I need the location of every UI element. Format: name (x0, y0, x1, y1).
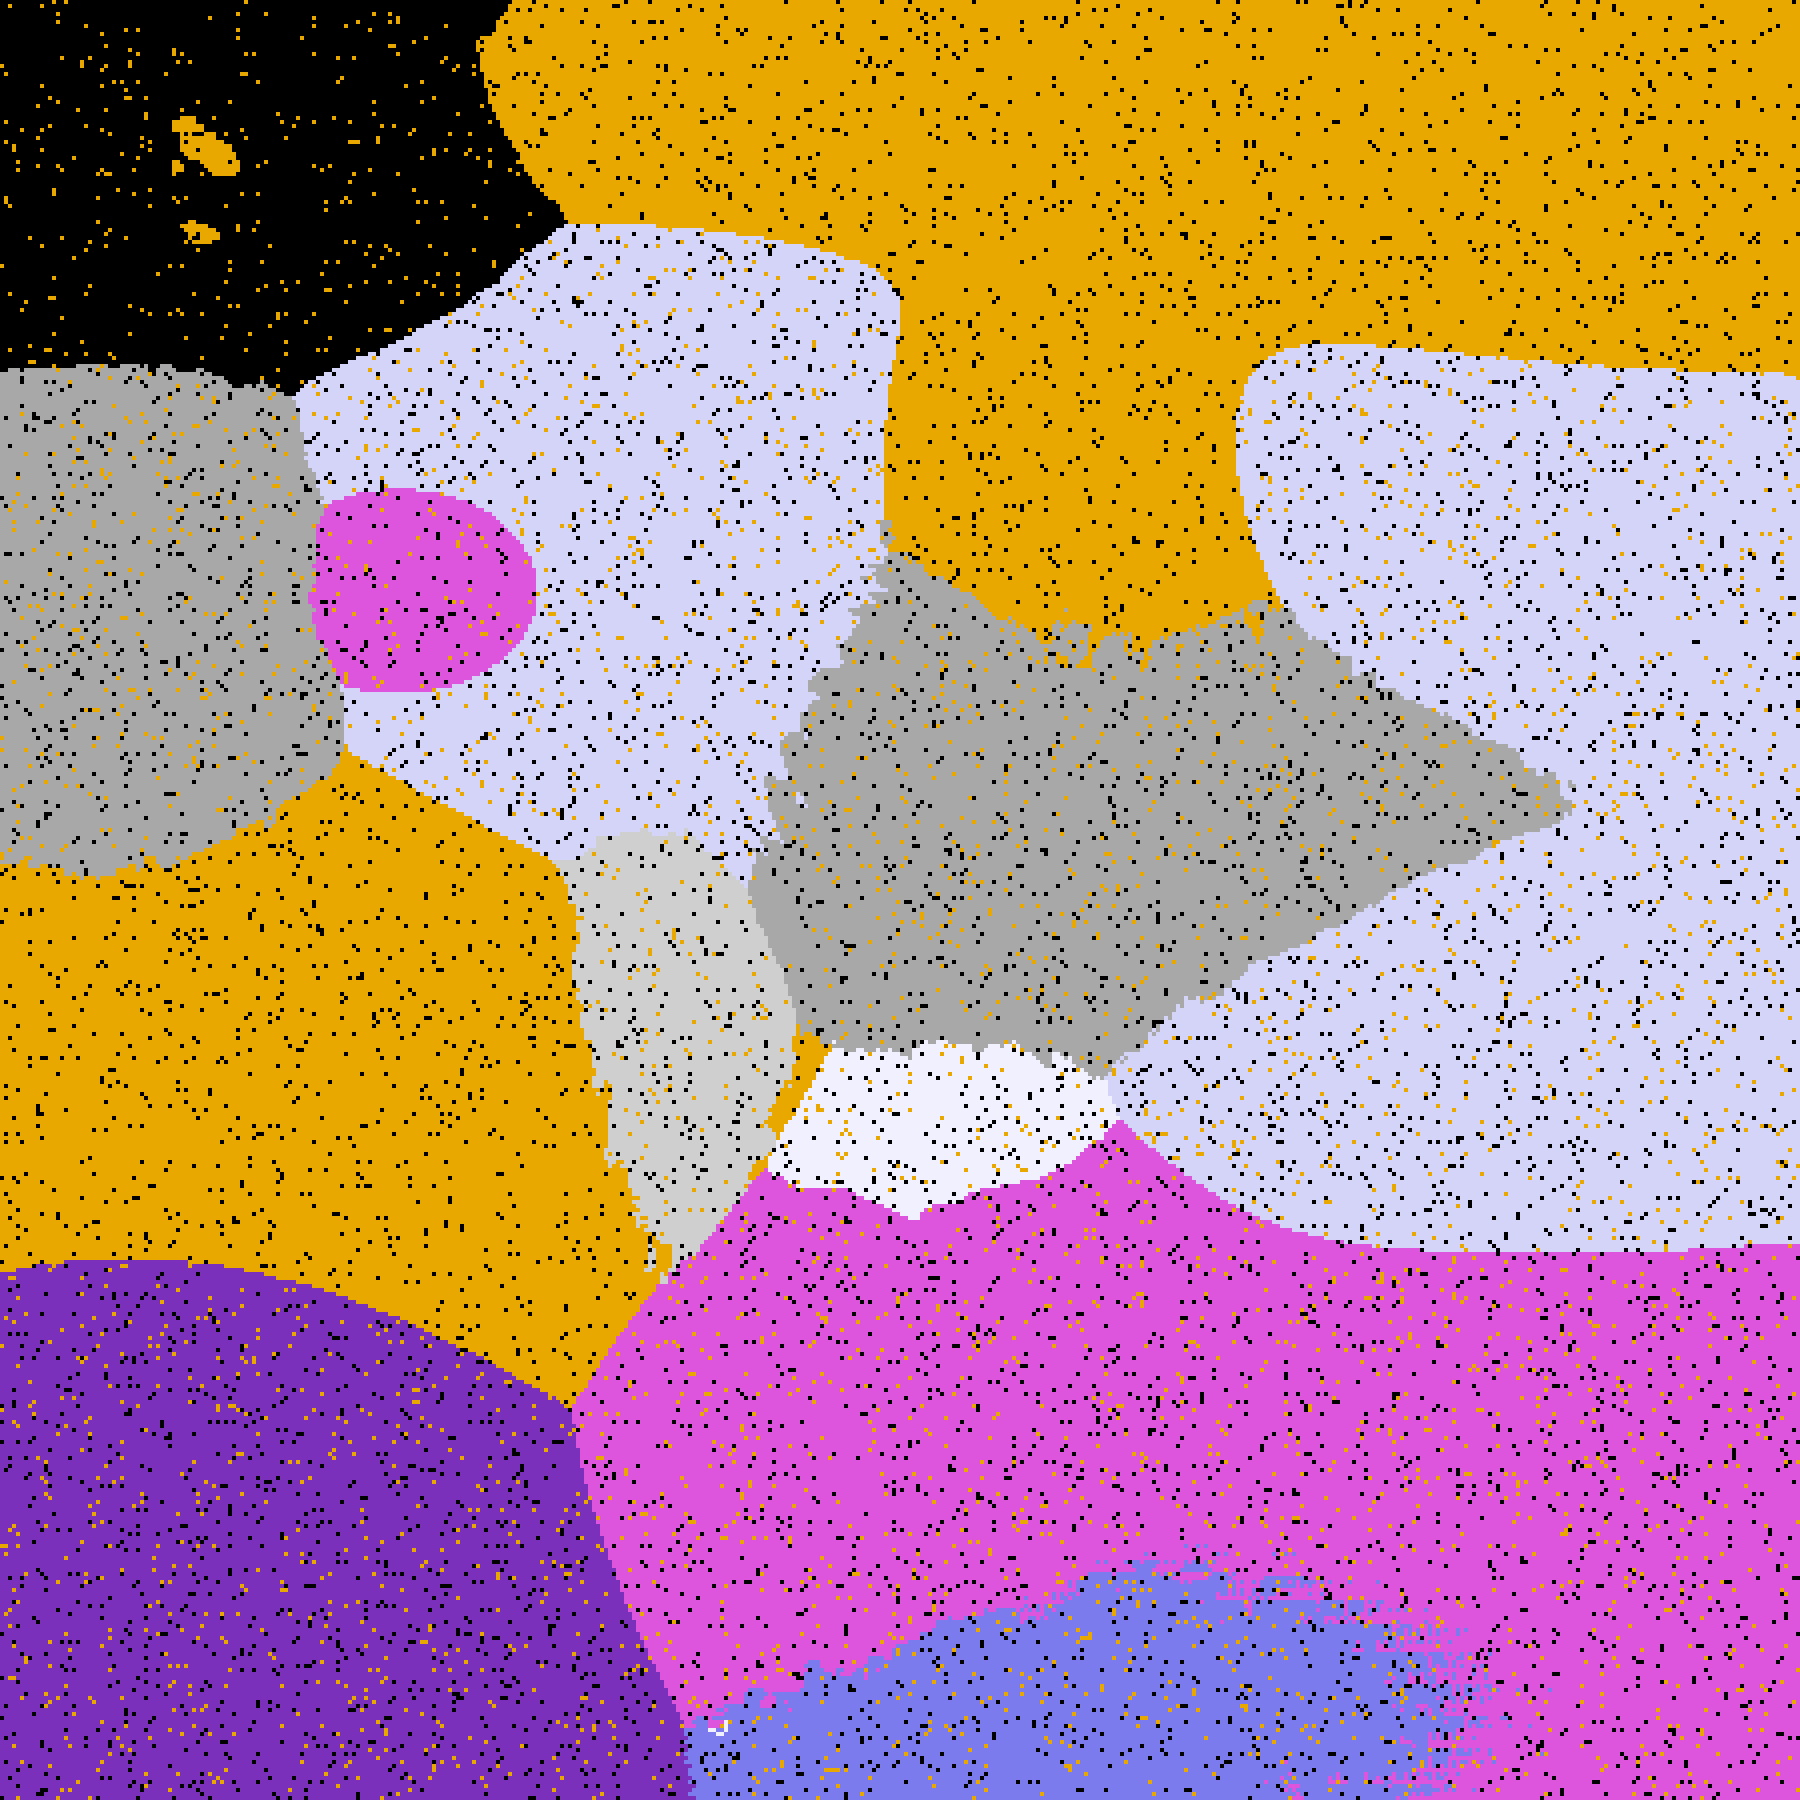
satellite-image-viewer[interactable]: False-Color Classified Satellite Scene (0, 0, 1800, 1800)
false-color-raster-canvas (0, 0, 1800, 1800)
